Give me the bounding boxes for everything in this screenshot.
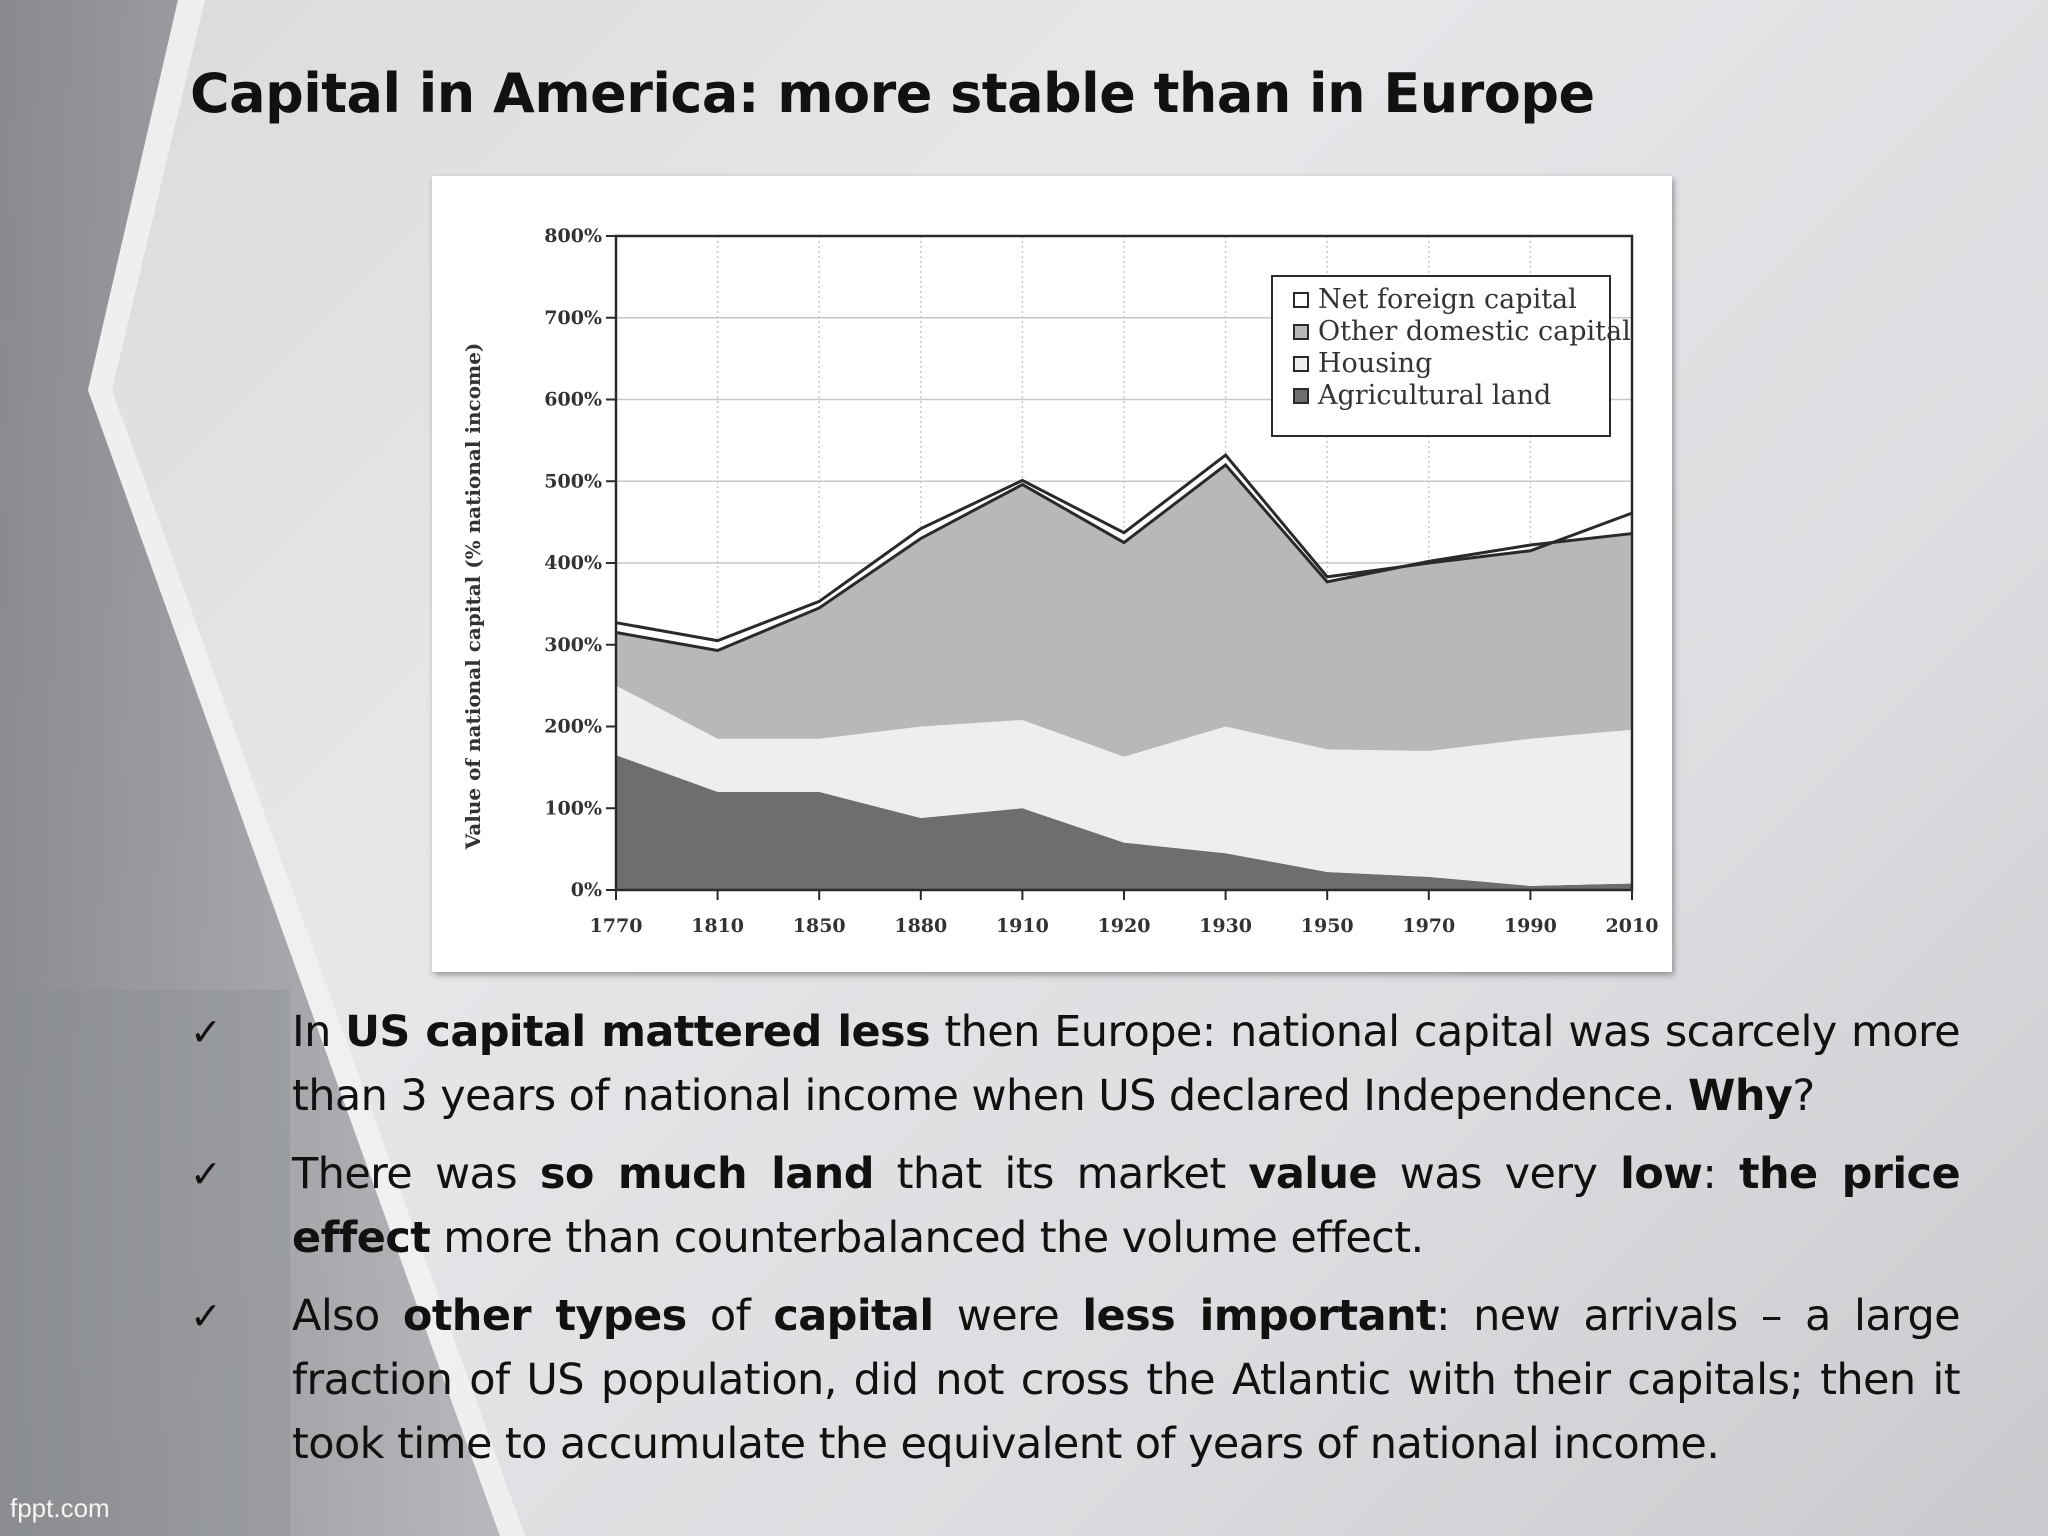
legend-swatch [1293,388,1309,404]
y-tick-label: 100% [544,797,602,819]
bullet-text-bold: other types [402,1291,687,1341]
x-tick-label: 1990 [1504,915,1557,937]
x-tick-label: 1930 [1199,915,1252,937]
stacked-area-chart: 0% 100% 200% 300% 400% 500% 600% 700% 800% 1770 18… [461,225,1658,937]
bullet-item: ✓ There was so much land that its market … [190,1142,1961,1270]
y-axis-label: Value of national capital (% national in… [461,343,485,851]
legend-label: Agricultural land [1317,380,1551,411]
chart-panel: 0% 100% 200% 300% 400% 500% 600% 700% 800% 1770 18… [432,176,1672,972]
y-tick-label: 700% [544,307,602,329]
x-tick-label: 1880 [894,915,947,937]
x-tick-label: 1970 [1402,915,1455,937]
y-tick-label: 600% [544,389,602,411]
bullet-text: then Europe: national capital was scarce… [292,1007,1961,1121]
area-series [615,453,1633,890]
bullet-text: : new arrivals – a large fraction of US … [292,1291,1961,1469]
banknote-watermark [0,990,290,1536]
bullet-item: ✓ Also other types of capital were less i… [190,1284,1961,1476]
bullet-text: In [292,1007,346,1057]
bullet-text: were [933,1291,1083,1341]
y-tick-label: 400% [544,552,602,574]
x-tick-label: 1920 [1098,915,1151,937]
bullet-text: more than counterbalanced the volume eff… [430,1213,1424,1263]
area-other-domestic-capital [616,464,1632,757]
x-tick-label: 1770 [590,915,643,937]
left-decorative-panel [0,0,500,1536]
bullet-text: : [1702,1149,1739,1199]
bullet-text: ? [1792,1071,1815,1121]
x-tick-label: 1950 [1301,915,1354,937]
x-tick-label: 1850 [793,915,846,937]
bullet-text: was very [1376,1149,1621,1199]
checkmark-icon: ✓ [190,1294,222,1338]
bullet-list: ✓ In US capital mattered less then Europe… [190,1000,1961,1490]
bullet-text-bold: value [1248,1149,1377,1199]
legend-swatch [1293,292,1309,308]
bullet-text-bold: the price effect [292,1149,1961,1263]
legend-label: Other domestic capital [1318,316,1631,347]
area-housing [616,685,1632,886]
slide-title: Capital in America: more stable than in … [190,62,1595,125]
line-domestic-capital-top [615,462,1633,653]
y-tick-label: 500% [544,470,602,492]
y-tick-label: 800% [544,225,602,247]
x-tick-label: 2010 [1606,915,1659,937]
axes: 0% 100% 200% 300% 400% 500% 600% 700% 800% 1770 18… [544,225,1658,937]
bullet-text-bold: so much land [539,1149,875,1199]
legend-box [1271,275,1611,437]
bullet-text: There was [292,1149,540,1199]
bullet-text-bold: US capital mattered less [345,1007,931,1057]
line-total-capital-top [615,453,1633,643]
legend-label: Housing [1318,348,1432,379]
bullet-text: of [686,1291,774,1341]
area-agricultural-land [616,755,1632,890]
checkmark-icon: ✓ [190,1010,222,1054]
bullet-text-bold: low [1620,1149,1703,1199]
y-tick-label: 300% [544,634,602,656]
y-tick-label: 200% [544,716,602,738]
legend-label: Net foreign capital [1318,284,1577,315]
bullet-text: that its market [873,1149,1249,1199]
bullet-item: ✓ In US capital mattered less then Europe… [190,1000,1961,1128]
legend-swatch [1293,356,1309,372]
bullet-text-bold: capital [773,1291,934,1341]
checkmark-icon: ✓ [190,1152,222,1196]
footer-watermark: fppt.com [10,1493,110,1523]
bullet-text-bold: Why [1688,1071,1793,1121]
y-tick-label: 0% [571,879,602,901]
x-tick-label: 1810 [691,915,744,937]
bullet-text-bold: less important [1082,1291,1437,1341]
bullet-text: Also [292,1291,403,1341]
x-tick-label: 1910 [996,915,1049,937]
legend-swatch [1293,324,1309,340]
